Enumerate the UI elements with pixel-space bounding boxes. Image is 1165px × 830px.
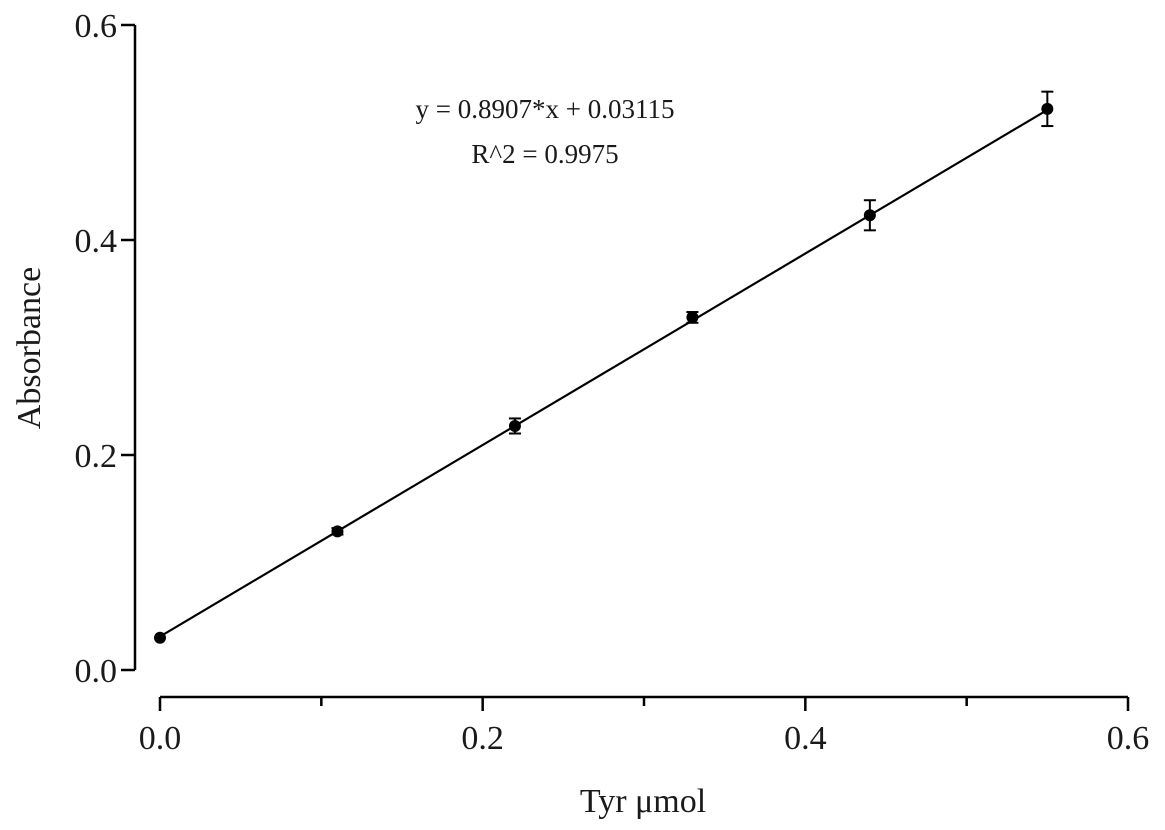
- regression-line: [159, 108, 1048, 638]
- x-tick-label: 0.2: [461, 720, 504, 757]
- data-points: [154, 90, 1054, 644]
- equation-annotation: y = 0.8907*x + 0.03115: [416, 94, 675, 124]
- data-point: [1041, 102, 1054, 115]
- data-point: [331, 525, 344, 538]
- data-point: [686, 311, 699, 324]
- y-axis-title: Absorbance: [11, 267, 48, 429]
- x-tick-label: 0.6: [1107, 720, 1150, 757]
- data-point: [508, 419, 521, 432]
- x-axis-title: Tyr μmol: [580, 783, 706, 820]
- x-tick-label: 0.0: [139, 720, 182, 757]
- y-tick-label: 0.4: [75, 223, 118, 260]
- data-point: [154, 631, 166, 644]
- fit-line-group: [159, 108, 1048, 638]
- data-point: [863, 209, 876, 222]
- y-tick-label: 0.6: [75, 8, 118, 45]
- axes: 0.0 0.2 0.4 0.6 0.0 0.2 0.4 0.6: [75, 8, 1150, 757]
- y-tick-label: 0.2: [75, 438, 118, 475]
- x-tick-label: 0.4: [784, 720, 827, 757]
- y-tick-label: 0.0: [75, 653, 118, 690]
- r-squared-annotation: R^2 = 0.9975: [471, 139, 618, 169]
